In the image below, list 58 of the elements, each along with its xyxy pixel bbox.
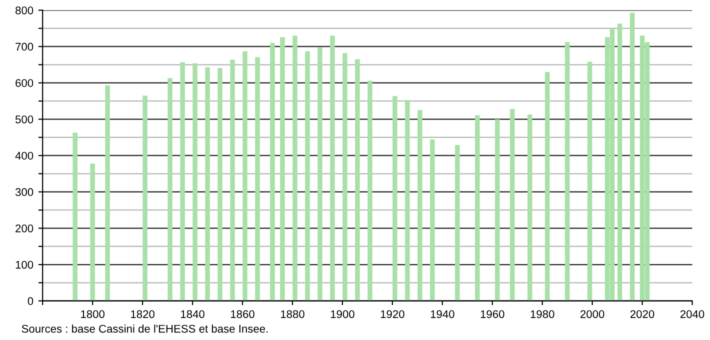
y-tick-label: 700: [16, 42, 34, 51]
bar: [318, 47, 322, 301]
bar: [564, 42, 570, 301]
y-tick-label: 400: [15, 152, 34, 160]
bar: [355, 59, 360, 301]
bar: [72, 132, 78, 301]
bar: [342, 53, 348, 301]
y-tick-label: 200: [16, 224, 34, 232]
x-tick-label: 2000: [580, 310, 604, 318]
bar: [242, 51, 248, 301]
bar: [180, 62, 185, 301]
bar: [418, 110, 422, 301]
bar: [510, 109, 515, 301]
bar: [544, 72, 550, 301]
y-tick-label: 800: [16, 6, 34, 14]
x-tick-label: 1880: [280, 310, 304, 318]
x-tick-label: 1900: [330, 310, 354, 318]
bar: [330, 36, 335, 301]
bar: [168, 78, 172, 301]
bar: [630, 12, 635, 301]
bar: [494, 119, 500, 301]
x-tick-label: 1940: [430, 310, 454, 318]
bar: [368, 80, 372, 301]
bar: [105, 85, 110, 301]
x-tick-label: 1980: [530, 310, 554, 318]
x-tick-label: 1840: [181, 310, 204, 318]
bar: [192, 63, 198, 301]
x-tick-label: 1860: [230, 310, 254, 318]
y-tick-label: 0: [28, 297, 34, 306]
bar: [255, 57, 260, 301]
bar: [270, 42, 275, 301]
bar: [280, 37, 285, 301]
y-tick-label: 600: [16, 79, 34, 88]
bar: [392, 96, 398, 301]
bar: [455, 145, 460, 301]
bar: [405, 100, 410, 301]
bar: [90, 164, 95, 301]
x-tick-label: 1800: [81, 310, 104, 318]
bar: [527, 114, 532, 301]
bar: [474, 115, 480, 301]
bar: [292, 36, 298, 301]
bar: [430, 140, 435, 301]
x-tick-label: 1920: [380, 310, 404, 318]
y-tick-label: 300: [15, 188, 34, 196]
x-tick-label: 1820: [131, 310, 154, 318]
bar: [205, 67, 210, 301]
bar: [142, 96, 148, 301]
bar: [218, 68, 222, 301]
x-tick-label: 2020: [630, 310, 654, 318]
bar: [587, 62, 592, 301]
x-tick-label: 1960: [480, 310, 504, 318]
x-tick-label: 2040: [680, 310, 704, 318]
source-note: Sources : base Cassini de l'EHESS et base Insee.: [22, 324, 268, 333]
y-tick-label: 500: [15, 115, 34, 124]
bar: [305, 51, 310, 301]
bar: [230, 60, 235, 301]
bar: [617, 24, 622, 301]
y-tick-label: 100: [16, 260, 34, 269]
